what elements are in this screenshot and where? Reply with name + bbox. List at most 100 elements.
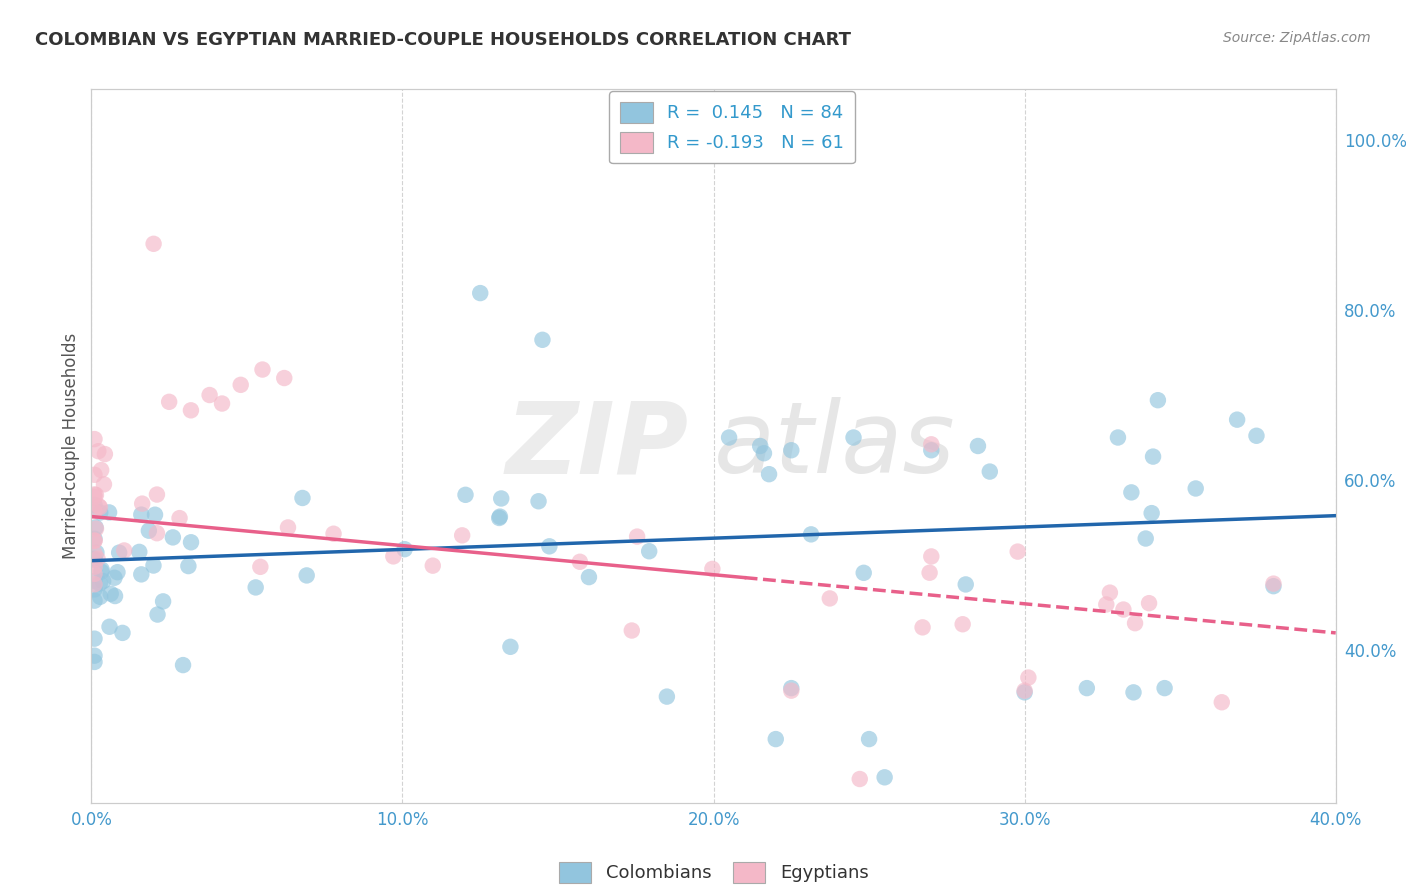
Point <box>277 520 299 534</box>
Point <box>273 371 295 385</box>
Point <box>488 511 510 525</box>
Point <box>83 487 105 501</box>
Point <box>83 559 105 574</box>
Point <box>749 439 772 453</box>
Point <box>578 570 600 584</box>
Point <box>952 617 974 632</box>
Point <box>1142 450 1164 464</box>
Point <box>83 504 105 518</box>
Point <box>146 487 169 501</box>
Point <box>131 508 153 522</box>
Point <box>83 432 105 446</box>
Point <box>89 590 111 604</box>
Point <box>1076 681 1098 695</box>
Point <box>211 396 233 410</box>
Point <box>1095 598 1118 612</box>
Point <box>89 576 111 591</box>
Point <box>249 559 271 574</box>
Point <box>83 533 105 548</box>
Point <box>146 526 169 541</box>
Point <box>128 545 150 559</box>
Point <box>157 394 180 409</box>
Point <box>98 620 121 634</box>
Point <box>93 477 115 491</box>
Point <box>765 732 787 747</box>
Text: ZIP: ZIP <box>506 398 689 494</box>
Point <box>626 530 648 544</box>
Point <box>180 403 202 417</box>
Point <box>83 593 105 607</box>
Point <box>83 467 105 482</box>
Point <box>918 566 941 580</box>
Point <box>394 542 416 557</box>
Text: Source: ZipAtlas.com: Source: ZipAtlas.com <box>1223 31 1371 45</box>
Point <box>107 565 129 579</box>
Point <box>83 648 105 663</box>
Point <box>104 589 127 603</box>
Point <box>1226 412 1249 426</box>
Point <box>100 587 122 601</box>
Point <box>1098 585 1121 599</box>
Point <box>920 549 942 564</box>
Point <box>84 520 107 534</box>
Point <box>83 632 105 646</box>
Point <box>90 463 112 477</box>
Point <box>198 388 221 402</box>
Point <box>638 544 661 558</box>
Point <box>454 488 477 502</box>
Point <box>98 505 121 519</box>
Point <box>322 526 344 541</box>
Point <box>83 566 105 581</box>
Point <box>94 447 117 461</box>
Point <box>138 524 160 538</box>
Point <box>103 571 125 585</box>
Point <box>146 607 169 622</box>
Point <box>142 558 165 573</box>
Y-axis label: Married-couple Households: Married-couple Households <box>62 333 80 559</box>
Point <box>1007 544 1029 558</box>
Point <box>527 494 550 508</box>
Point <box>451 528 474 542</box>
Point <box>848 772 870 786</box>
Point <box>842 430 865 444</box>
Text: atlas: atlas <box>713 398 955 494</box>
Point <box>752 446 775 460</box>
Point <box>86 551 108 566</box>
Point <box>87 500 110 514</box>
Point <box>858 732 880 747</box>
Point <box>169 511 191 525</box>
Point <box>108 546 131 560</box>
Point <box>422 558 444 573</box>
Point <box>655 690 678 704</box>
Point <box>1137 596 1160 610</box>
Point <box>538 539 561 553</box>
Point <box>89 506 111 520</box>
Point <box>1246 429 1268 443</box>
Point <box>531 333 554 347</box>
Point <box>780 443 803 458</box>
Point <box>83 553 105 567</box>
Point <box>84 522 107 536</box>
Point <box>620 624 643 638</box>
Point <box>818 591 841 606</box>
Point <box>1184 482 1206 496</box>
Point <box>1153 681 1175 695</box>
Point <box>499 640 522 654</box>
Point <box>83 574 105 588</box>
Point <box>780 681 803 695</box>
Point <box>83 655 105 669</box>
Legend: Colombians, Egyptians: Colombians, Egyptians <box>551 855 876 890</box>
Point <box>252 362 274 376</box>
Point <box>718 430 741 444</box>
Point <box>90 563 112 577</box>
Point <box>852 566 875 580</box>
Point <box>84 488 107 502</box>
Point <box>470 286 492 301</box>
Point <box>920 443 942 458</box>
Point <box>91 574 114 588</box>
Point <box>142 236 165 251</box>
Point <box>955 577 977 591</box>
Point <box>967 439 990 453</box>
Point <box>83 582 105 597</box>
Point <box>1121 485 1143 500</box>
